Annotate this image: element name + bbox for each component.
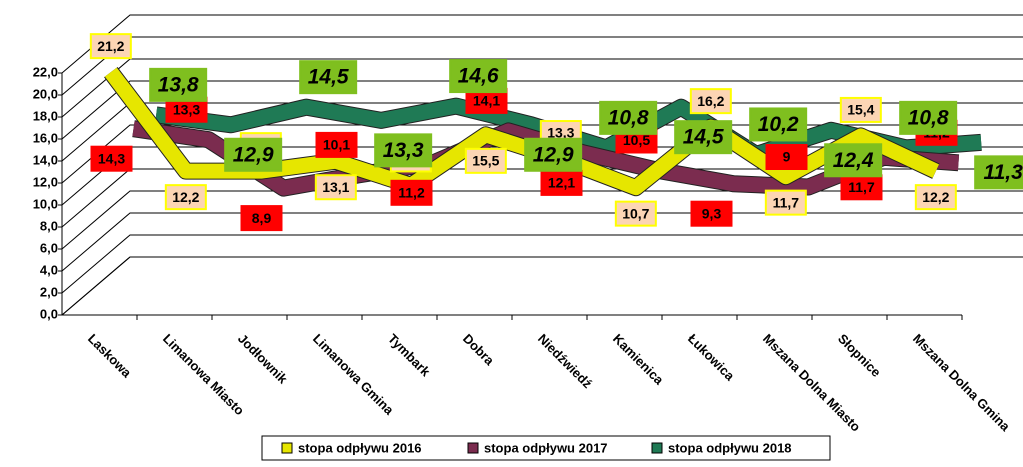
value-label: 14,1 [473, 93, 500, 109]
value-label-box [689, 88, 732, 115]
value-label-box [299, 60, 358, 95]
value-label-box [749, 107, 808, 142]
legend-label: stopa odpływu 2016 [298, 440, 422, 455]
x-tick-label: Jodłownik [235, 331, 291, 387]
value-label-box [449, 59, 508, 94]
x-tick-label: Kamienica [610, 331, 667, 388]
value-label-box [315, 131, 358, 158]
legend-swatch [467, 442, 479, 454]
value-label: 12,4 [833, 149, 874, 172]
grid-line [61, 234, 1023, 294]
value-label-box [314, 174, 357, 201]
value-label: 11,7 [773, 194, 800, 210]
value-label-box [974, 155, 1023, 190]
y-tick-label: 22,0 [33, 64, 58, 79]
value-label: 21,2 [97, 38, 124, 54]
value-label: 10,8 [908, 106, 949, 129]
x-tick-label: Słopnice [835, 331, 884, 380]
value-label-box [524, 137, 583, 172]
value-label-box [840, 174, 883, 201]
value-label-box [464, 147, 507, 174]
grid-line [61, 212, 1023, 272]
y-tick-label: 6,0 [40, 240, 58, 255]
value-label: 9 [783, 149, 791, 165]
value-label-box [599, 100, 658, 135]
value-label-box [674, 120, 733, 155]
grid-line [61, 80, 1023, 140]
x-tick-label: Limanowa Miasto [160, 331, 247, 418]
value-label-box [914, 184, 957, 211]
legend-label: stopa odpływu 2017 [484, 440, 608, 455]
value-label-box [614, 200, 657, 227]
y-tick-label: 14,0 [33, 152, 58, 167]
y-tick-label: 0,0 [40, 306, 58, 321]
value-label-box [89, 33, 132, 60]
value-label-box [90, 145, 133, 172]
value-label: 11,2 [398, 185, 425, 201]
value-label: 13,3 [173, 101, 200, 117]
value-label-box [374, 133, 433, 168]
x-tick-label: Tymbark [385, 331, 434, 380]
value-label: 8,9 [252, 210, 272, 226]
y-tick-label: 20,0 [33, 86, 58, 101]
value-label: 13,3 [383, 139, 424, 162]
grid-line [61, 256, 1023, 316]
y-tick-label: 16,0 [33, 130, 58, 145]
value-label: 12,1 [548, 175, 575, 191]
value-label-box [765, 144, 808, 170]
value-label: 12,2 [922, 189, 949, 205]
value-label: 12,9 [233, 143, 274, 166]
y-tick-label: 8,0 [40, 218, 58, 233]
x-tick-label: Dobra [460, 331, 498, 369]
value-label: 13,3 [547, 125, 574, 141]
value-label-box [240, 205, 283, 232]
value-label-box [164, 184, 207, 211]
value-label: 11,3 [984, 161, 1023, 184]
x-tick-label: Łukowica [685, 331, 738, 384]
value-label: 10,8 [608, 106, 649, 129]
value-label: 10,5 [623, 132, 650, 148]
value-label-box [390, 179, 433, 206]
value-label-box [690, 200, 733, 227]
grid-line [61, 14, 1023, 74]
x-tick-label: Limanowa Gmina [310, 331, 397, 418]
value-label: 12,2 [172, 189, 199, 205]
legend-box [261, 435, 831, 461]
value-label-box [149, 67, 208, 102]
y-tick-label: 18,0 [33, 108, 58, 123]
value-label: 14,5 [308, 66, 349, 89]
value-label: 14,3 [98, 150, 125, 166]
value-label: 14,6 [458, 65, 499, 88]
value-label-box [764, 189, 807, 216]
value-label: 11,7 [848, 179, 875, 195]
legend-label: stopa odpływu 2018 [668, 440, 792, 455]
legend-swatch [651, 442, 663, 454]
value-label: 10,2 [758, 113, 799, 136]
x-tick-label: Niedźwiedź [535, 331, 596, 392]
legend-swatch [281, 442, 293, 454]
y-tick-label: 12,0 [33, 174, 58, 189]
value-label: 10,1 [323, 137, 350, 153]
value-label: 15,4 [847, 102, 874, 118]
value-label-box [839, 96, 882, 123]
value-label: 13,8 [158, 73, 199, 96]
value-label: 9,3 [702, 205, 722, 221]
value-label-box [824, 143, 883, 178]
x-tick-label: Mszana Dolna Gmina [910, 331, 1014, 435]
value-label: 15,5 [472, 153, 499, 169]
value-label: 10,7 [622, 205, 649, 221]
value-label-box [899, 100, 958, 135]
value-label: 12,9 [533, 143, 574, 166]
value-label: 14,5 [683, 126, 724, 149]
y-tick-label: 2,0 [40, 284, 58, 299]
value-label-box [224, 137, 283, 172]
y-tick-label: 10,0 [33, 196, 58, 211]
y-tick-label: 4,0 [40, 262, 58, 277]
x-tick-label: Laskowa [85, 331, 135, 381]
value-label: 13,1 [322, 179, 349, 195]
value-label: 16,2 [697, 93, 724, 109]
